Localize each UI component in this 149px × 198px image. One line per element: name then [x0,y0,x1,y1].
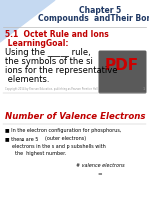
Text: Using the _____ rule,: Using the _____ rule, [5,48,91,57]
Text: 5.1  Octet Rule and Ions: 5.1 Octet Rule and Ions [5,30,109,39]
Text: ■ In the electron configuration for phosphorus,: ■ In the electron configuration for phos… [5,128,121,133]
Text: the symbols of the si: the symbols of the si [5,57,93,66]
Text: electrons in the s and p subshells with: electrons in the s and p subshells with [12,144,106,149]
Polygon shape [0,0,55,42]
Text: (outer electrons): (outer electrons) [24,136,86,141]
Text: ■ there are 5: ■ there are 5 [5,136,38,141]
Text: Chapter 5: Chapter 5 [79,6,121,15]
Text: PDF: PDF [105,58,139,73]
Text: # valence electrons: # valence electrons [76,163,124,168]
Text: Number of Valence Electrons: Number of Valence Electrons [5,112,145,121]
Text: 1: 1 [143,87,145,91]
Text: =: = [98,172,102,177]
Text: LearningGoal:: LearningGoal: [5,39,69,48]
Text: the  highest number.: the highest number. [12,151,66,156]
Text: Compounds  andTheir Bonds: Compounds andTheir Bonds [38,14,149,23]
Text: ions for the representative: ions for the representative [5,66,118,75]
Text: elements.: elements. [5,75,49,84]
FancyBboxPatch shape [98,50,146,93]
Text: Copyright 2014 by Pearson Education, publishing as Pearson Prentice Hall.: Copyright 2014 by Pearson Education, pub… [5,87,98,91]
